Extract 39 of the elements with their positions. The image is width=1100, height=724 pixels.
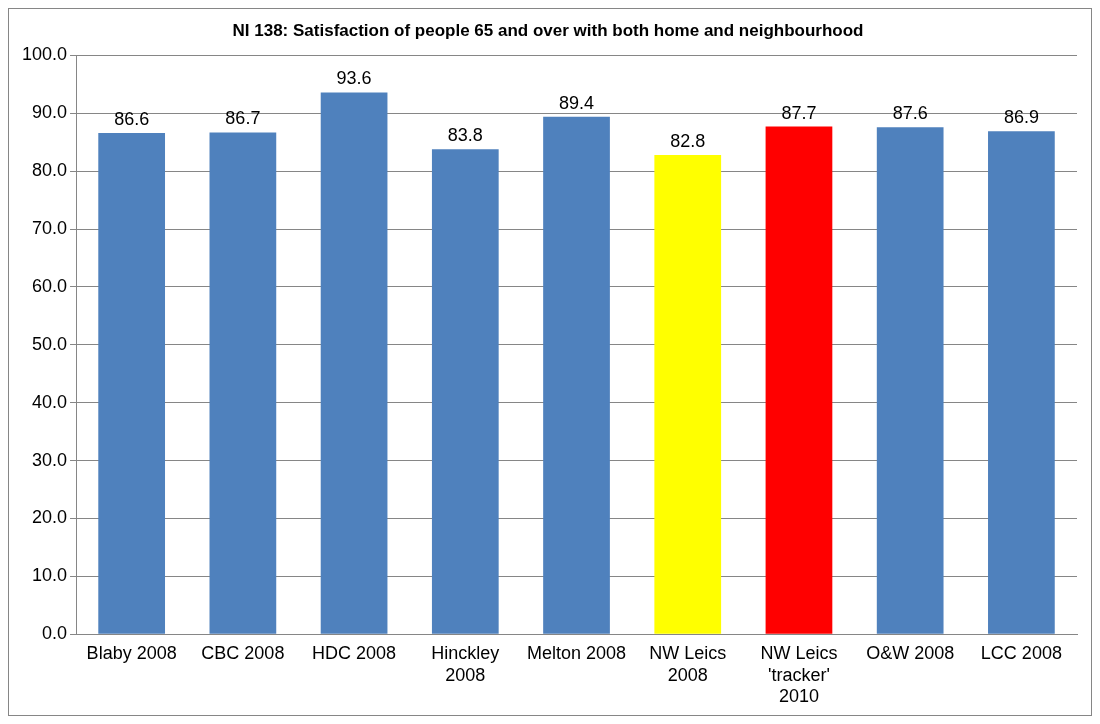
data-label: 93.6	[336, 68, 372, 89]
x-tick-label: HDC 2008	[312, 642, 397, 663]
x-tick-label: LCC 2008	[980, 642, 1062, 663]
data-label: 89.4	[559, 92, 595, 113]
y-tick-label: 50.0	[32, 333, 68, 354]
bar	[654, 154, 722, 634]
chart-title: NI 138: Satisfaction of people 65 and over with both home and neighbourhood	[232, 20, 864, 40]
data-label: 86.7	[225, 108, 261, 129]
y-tick-label: 30.0	[32, 449, 68, 470]
x-tick-label: Melton 2008	[526, 642, 627, 663]
bar	[98, 132, 166, 634]
y-tick-label: 10.0	[32, 565, 68, 586]
y-tick-label: 80.0	[32, 160, 68, 181]
bar	[431, 149, 499, 634]
x-tick-label: CBC 2008	[201, 642, 285, 663]
bar	[988, 131, 1055, 634]
x-tick-label: Blaby 2008	[86, 642, 177, 663]
y-tick-label: 90.0	[32, 102, 68, 123]
y-tick-label: 100.0	[22, 44, 68, 65]
x-tick-label: NW Leics 2008	[649, 642, 727, 685]
y-tick-label: 20.0	[32, 507, 68, 528]
data-label: 87.6	[892, 103, 928, 124]
x-tick-label: O&W 2008	[866, 642, 955, 663]
x-tick-label: NW Leics 'tracker' 2010	[760, 642, 838, 707]
x-tick-label: Hinckley 2008	[431, 642, 500, 685]
data-label: 86.6	[114, 108, 150, 129]
bar	[209, 132, 277, 634]
y-tick-label: 0.0	[42, 623, 68, 644]
bar	[765, 126, 833, 634]
data-label: 87.7	[781, 102, 817, 123]
bar	[320, 92, 388, 634]
bar	[543, 116, 610, 634]
data-label: 83.8	[447, 125, 483, 146]
y-tick-label: 70.0	[32, 218, 68, 239]
data-label: 86.9	[1003, 107, 1039, 128]
y-tick-label: 60.0	[32, 275, 68, 296]
bar	[876, 127, 944, 634]
y-tick-label: 40.0	[32, 391, 68, 412]
data-label: 82.8	[670, 130, 706, 151]
